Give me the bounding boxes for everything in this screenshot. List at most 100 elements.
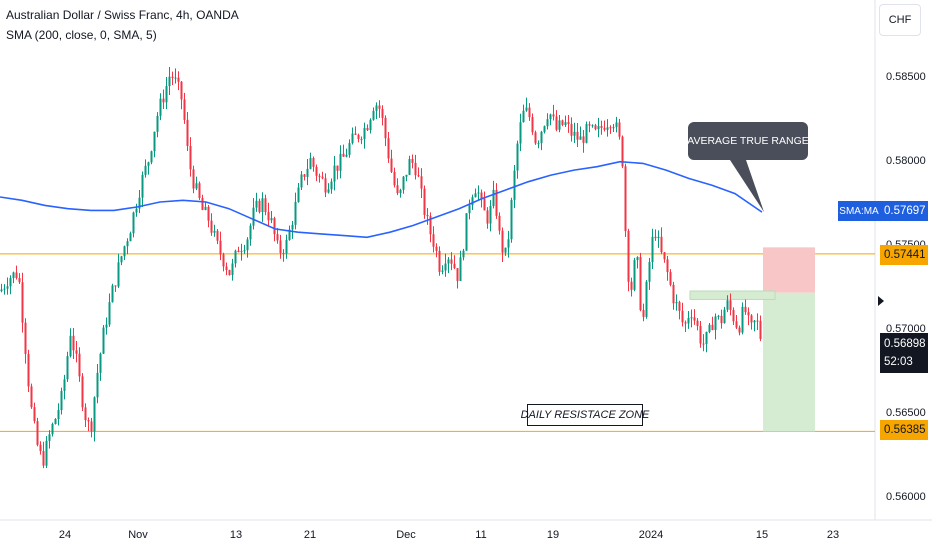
horizontal-levels [0,253,875,432]
candle-body [573,131,576,136]
candle-body [483,198,486,211]
candle-body [708,324,711,332]
x-tick-label: 24 [59,529,71,541]
candle-body [378,105,381,109]
candle-body [432,234,435,247]
x-tick-label: 21 [304,529,316,541]
candle-body [690,317,693,319]
candle-body [699,325,702,344]
candle-body [612,127,615,129]
candle-body [438,250,441,272]
candle-body [99,353,102,373]
candle-body [615,122,618,128]
candle-body [69,335,72,357]
candle-body [240,251,243,253]
candle-body [168,76,171,87]
resistance-zone-label[interactable]: DAILY RESISTACE ZONE [521,404,649,426]
symbol-legend[interactable]: Australian Dollar / Swiss Franc, 4h, OAN… [6,8,239,22]
candle-body [93,397,96,432]
candle-body [291,224,294,230]
candle-body [153,131,156,152]
candle-body [345,154,348,157]
candle-body [609,127,612,129]
candle-body [585,124,588,143]
candle-body [651,236,654,263]
candle-body [144,165,147,175]
candle-body [567,122,570,125]
candle-body [537,143,540,145]
candle-body [60,390,63,411]
candle-body [387,138,390,159]
candle-body [702,343,705,345]
x-tick-label: 2024 [639,529,663,541]
candle-body [66,356,69,380]
candle-body [24,322,27,354]
candle-body [726,300,729,310]
candle-body [264,198,267,213]
atr-callout[interactable]: AVERAGE TRUE RANGE [687,122,809,160]
candle-body [72,335,75,351]
candle-body [324,178,327,193]
candle-body [720,315,723,324]
candle-body [285,239,288,254]
x-tick-label: 15 [756,529,768,541]
candle-body [510,199,513,240]
currency-button[interactable]: CHF [879,4,921,36]
candle-body [648,262,651,282]
candle-body [120,256,123,263]
candle-body [753,320,756,323]
candle-body [261,198,264,213]
candle-body [639,257,642,311]
candle-body [603,127,606,130]
candle-body [735,321,738,328]
candles [0,66,762,469]
candle-body [606,127,609,130]
indicator-legend[interactable]: SMA (200, close, 0, SMA, 5) [6,28,157,42]
candle-body [210,220,213,233]
candle-body [522,110,525,123]
candle-body [147,162,150,166]
candle-body [3,288,6,290]
candle-body [114,285,117,287]
candle-body [675,302,678,304]
candle-body [249,225,252,240]
x-tick-label: 13 [230,529,242,541]
candle-body [15,272,18,279]
candle-body [552,114,555,117]
candle-body [582,136,585,143]
candle-body [195,183,198,189]
candle-body [696,320,699,326]
candle-body [111,285,114,303]
candle-body [381,108,384,118]
candle-body [444,263,447,271]
candle-body [9,278,12,287]
candle-body [456,268,459,281]
candle-body [135,208,138,213]
candle-body [705,331,708,344]
candle-body [174,77,177,79]
candle-body [657,236,660,239]
candle-body [288,229,291,240]
price-scale-arrow-icon [878,296,884,306]
x-tick-label: 11 [475,529,486,541]
candle-body [258,200,261,213]
candle-body [351,133,354,144]
candle-body [759,320,762,339]
candle-body [204,206,207,210]
position-tool[interactable] [689,247,815,432]
candle-body [231,263,234,275]
candle-body [405,174,408,177]
candle-body [201,197,204,210]
candle-body [684,322,687,324]
y-tick-label: 0.58000 [886,155,926,167]
candle-body [87,420,90,422]
candle-body [732,309,735,322]
callout-arrow [730,160,764,212]
candle-body [96,372,99,398]
candle-body [18,278,21,283]
x-tick-label: 19 [547,529,559,541]
candle-body [528,107,531,118]
candle-body [576,131,579,140]
candle-body [393,171,396,186]
